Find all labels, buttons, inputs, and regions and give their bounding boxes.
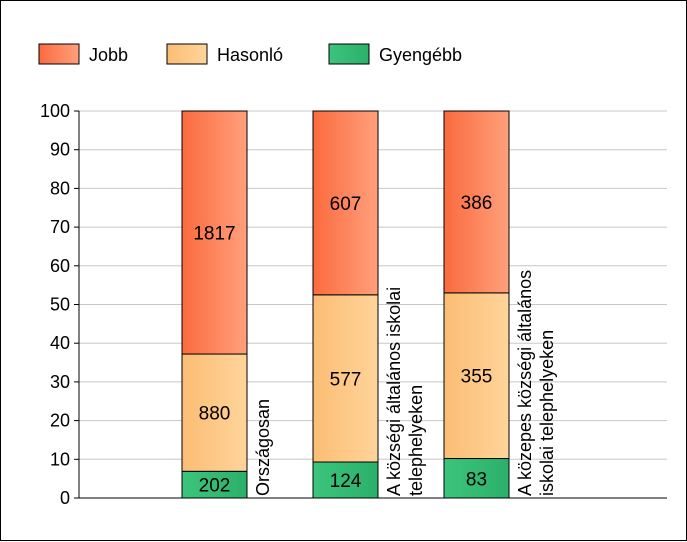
category-label: A községi általános iskolai <box>384 287 404 496</box>
category-label: iskolai telephelyeken <box>537 330 557 496</box>
y-tick-label: 40 <box>50 333 70 353</box>
bars: 202 880 1817 124 577 607 83 355 386 <box>181 110 510 499</box>
data-label: 355 <box>461 367 493 388</box>
y-tick-label: 0 <box>60 488 70 508</box>
legend: Jobb Hasonló Gyengébb <box>38 43 462 65</box>
y-tick-label: 70 <box>50 217 70 237</box>
data-label: 1817 <box>193 224 235 245</box>
y-axis: 0 10 20 30 40 50 60 70 80 90 100 <box>40 101 80 508</box>
data-label: 607 <box>330 194 362 215</box>
y-tick-label: 60 <box>50 256 70 276</box>
data-label: 386 <box>461 193 493 214</box>
bar-segment <box>181 110 248 355</box>
category-label: A közepes községi általános <box>515 270 535 496</box>
y-tick-label: 90 <box>50 140 70 160</box>
bar-segment <box>443 292 510 460</box>
legend-swatch <box>38 43 80 65</box>
y-tick-label: 50 <box>50 295 70 315</box>
bar-segment <box>181 353 248 472</box>
category-label: Országosan <box>253 399 273 496</box>
data-label: 577 <box>330 369 362 390</box>
y-tick-label: 10 <box>50 449 70 469</box>
y-tick-label: 20 <box>50 411 70 431</box>
legend-swatch <box>166 43 208 65</box>
legend-label: Gyengébb <box>379 45 462 65</box>
bar-segment <box>443 110 510 294</box>
y-tick-label: 100 <box>40 101 70 121</box>
legend-label: Jobb <box>89 45 128 65</box>
bar-segment <box>443 458 510 499</box>
data-label: 124 <box>330 471 362 492</box>
data-label: 880 <box>199 404 231 425</box>
data-label: 83 <box>466 469 487 490</box>
bar-segment <box>312 294 379 463</box>
data-label: 202 <box>199 476 231 497</box>
legend-swatch <box>328 43 370 65</box>
category-label: telephelyeken <box>406 385 426 496</box>
bar-segment <box>312 461 379 499</box>
legend-label: Hasonló <box>217 45 283 65</box>
bar-segment <box>181 470 248 499</box>
y-tick-label: 30 <box>50 372 70 392</box>
category-labels: Országosan A községi általános iskolai tel… <box>253 270 557 496</box>
y-tick-label: 80 <box>50 178 70 198</box>
bar-segment <box>312 110 379 296</box>
